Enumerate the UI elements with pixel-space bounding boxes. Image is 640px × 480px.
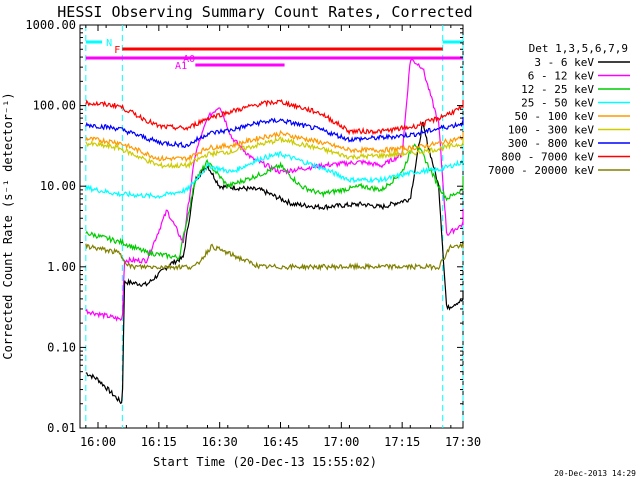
y-tick-label-4: 0.10 xyxy=(47,340,76,354)
x-tick-label-2: 16:30 xyxy=(202,435,238,449)
legend-label-7: 800 - 7000 keV xyxy=(501,151,594,164)
series-line-3 xyxy=(85,151,464,200)
series-line-8 xyxy=(85,242,464,272)
legend-label-8: 7000 - 20000 keV xyxy=(488,164,594,177)
flag-label-A1: A1 xyxy=(175,61,187,72)
flag-label-A0: A0 xyxy=(183,54,195,65)
series-line-0 xyxy=(85,121,464,405)
flag-label-N: N xyxy=(106,38,112,49)
y-tick-label-3: 1.00 xyxy=(47,260,76,274)
y-tick-label-1: 100.00 xyxy=(33,99,76,113)
y-tick-label-2: 10.00 xyxy=(40,179,76,193)
flag-label-F: F xyxy=(114,45,120,56)
y-axis-label: Corrected Count Rate (s⁻¹ detector⁻¹) xyxy=(1,92,15,359)
plot-frame xyxy=(79,24,464,429)
x-tick-label-6: 17:30 xyxy=(445,435,481,449)
footer-timestamp: 20-Dec-2013 14:29 xyxy=(554,469,636,478)
x-tick-label-1: 16:15 xyxy=(141,435,177,449)
x-tick-label-0: 16:00 xyxy=(80,435,116,449)
legend-label-6: 300 - 800 keV xyxy=(508,137,594,150)
series-line-7 xyxy=(85,99,464,136)
y-tick-label-5: 0.01 xyxy=(47,421,76,435)
x-tick-label-4: 17:00 xyxy=(323,435,359,449)
legend-label-5: 100 - 300 keV xyxy=(508,124,594,137)
y-tick-label-0: 1000.00 xyxy=(25,18,76,32)
legend-label-0: 3 - 6 keV xyxy=(534,56,594,69)
legend-label-1: 6 - 12 keV xyxy=(528,70,595,83)
x-tick-label-3: 16:45 xyxy=(262,435,298,449)
chart-title: HESSI Observing Summary Count Rates, Cor… xyxy=(57,3,472,21)
x-tick-label-5: 17:15 xyxy=(384,435,420,449)
series-line-6 xyxy=(85,117,464,149)
legend-label-4: 50 - 100 keV xyxy=(515,110,595,123)
legend-label-3: 25 - 50 keV xyxy=(521,97,594,110)
x-axis-label: Start Time (20-Dec-13 15:55:02) xyxy=(153,455,377,469)
legend-title: Det 1,3,5,6,7,9 xyxy=(529,42,628,55)
legend-label-2: 12 - 25 keV xyxy=(521,83,594,96)
axis-ticks: 1000.00 100.00 10.00 1.00 0.10 0.01 16:00 16:15… xyxy=(25,18,481,449)
series-line-5 xyxy=(85,136,464,170)
series-line-4 xyxy=(85,129,464,163)
series-line-1 xyxy=(85,59,464,322)
